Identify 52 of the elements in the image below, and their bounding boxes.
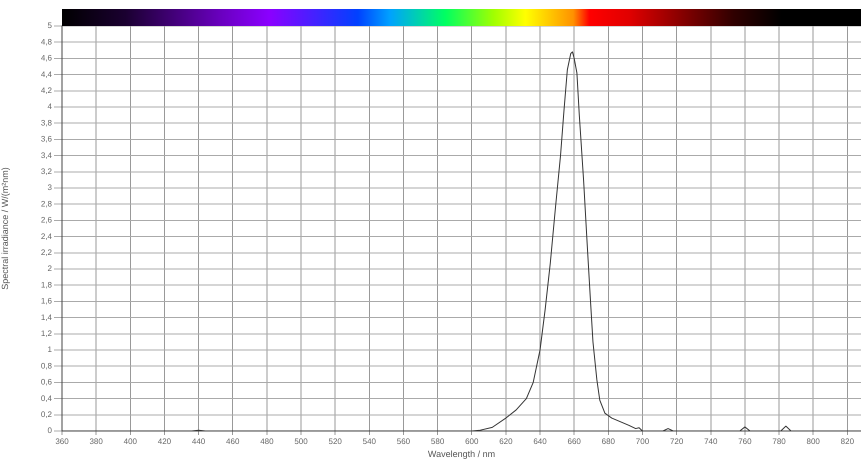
- x-tick-label: 500: [294, 437, 308, 446]
- x-tick-label: 580: [430, 437, 445, 446]
- x-tick-label: 420: [158, 437, 172, 446]
- y-tick-label: 0,8: [40, 361, 53, 370]
- x-tick-label: 640: [533, 437, 548, 446]
- x-tick-label: 760: [738, 437, 752, 446]
- y-tick-label: 3,8: [40, 118, 53, 128]
- y-tick-label: 1: [48, 345, 53, 354]
- x-tick-label: 600: [465, 437, 479, 446]
- x-tick-label: 360: [55, 437, 70, 446]
- y-tick-label: 2: [48, 264, 53, 274]
- x-tick-label: 660: [568, 437, 582, 446]
- x-tick-label: 440: [192, 437, 206, 446]
- y-tick-label: 4,6: [40, 54, 53, 63]
- y-tick-label: 4: [48, 102, 53, 112]
- x-tick-label: 800: [806, 437, 820, 446]
- y-tick-label: 3,4: [40, 150, 53, 160]
- y-tick-label: 2,6: [40, 216, 53, 225]
- y-tick-label: 1,6: [40, 296, 53, 306]
- x-tick-label: 680: [602, 437, 616, 446]
- x-tick-label: 740: [704, 437, 718, 446]
- y-tick-label: 0: [48, 426, 53, 436]
- y-tick-label: 3: [48, 183, 53, 192]
- x-tick-label: 620: [499, 437, 514, 446]
- x-tick-label: 480: [260, 437, 274, 446]
- y-tick-label: 1,8: [40, 280, 53, 290]
- x-tick-label: 720: [670, 437, 684, 446]
- y-tick-label: 1,4: [40, 312, 53, 322]
- y-tick-label: 0,4: [40, 394, 53, 403]
- y-tick-label: 2,4: [40, 232, 53, 241]
- x-tick-label: 460: [226, 437, 240, 446]
- x-tick-label: 380: [89, 437, 104, 446]
- x-axis-title: Wavelength / nm: [428, 449, 496, 460]
- y-tick-label: 5: [48, 21, 53, 30]
- x-tick-label: 700: [636, 437, 650, 446]
- y-tick-label: 4,8: [40, 37, 53, 46]
- x-tick-label: 520: [328, 437, 342, 446]
- y-tick-label: 0,6: [40, 378, 53, 387]
- y-tick-label: 3,6: [40, 134, 53, 144]
- x-tick-label: 560: [396, 437, 411, 446]
- y-tick-label: 4,2: [40, 86, 53, 96]
- y-axis-title: Spectral irradiance / W/(m²nm): [0, 167, 10, 290]
- y-tick-label: 1,2: [40, 329, 53, 338]
- x-tick-label: 820: [840, 437, 855, 446]
- x-tick-label: 540: [362, 437, 377, 446]
- y-tick-label: 2,2: [40, 248, 53, 258]
- y-tick-label: 3,2: [40, 167, 53, 176]
- x-tick-label: 780: [772, 437, 786, 446]
- y-tick-label: 4,4: [40, 70, 53, 79]
- y-tick-label: 0,2: [40, 410, 53, 420]
- x-tick-label: 400: [124, 437, 138, 446]
- y-tick-label: 2,8: [40, 199, 53, 208]
